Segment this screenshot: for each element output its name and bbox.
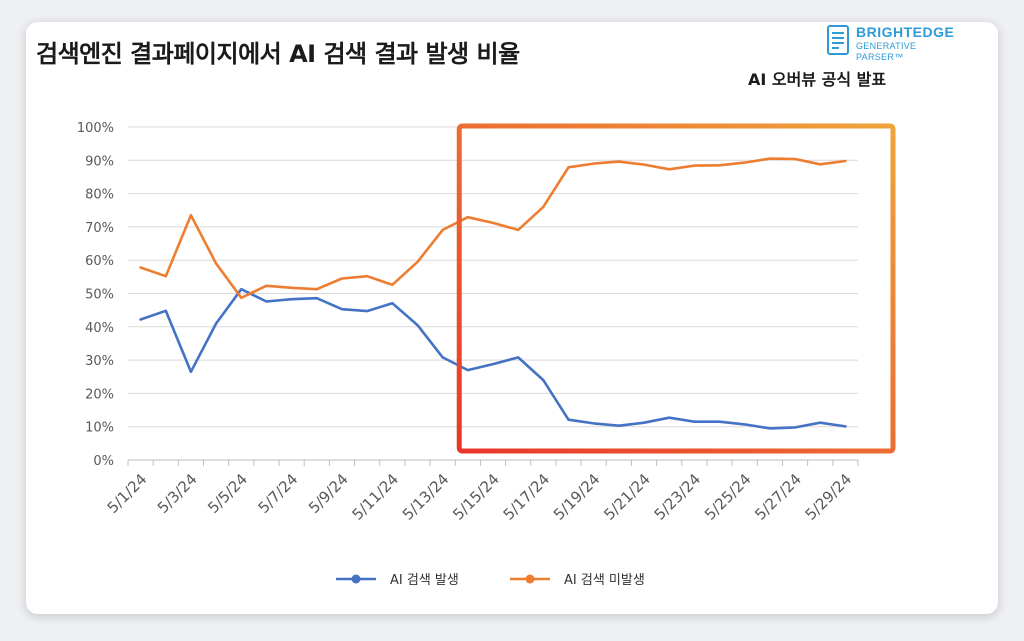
data-point bbox=[164, 310, 167, 312]
data-point bbox=[190, 214, 192, 217]
x-tick-label: 5/19/24 bbox=[550, 470, 604, 524]
y-tick-label: 30% bbox=[85, 354, 114, 369]
data-point bbox=[416, 261, 419, 263]
data-point bbox=[517, 229, 519, 231]
legend-marker-ai-search bbox=[351, 574, 361, 584]
x-tick-label: 5/15/24 bbox=[449, 470, 503, 524]
data-point bbox=[567, 166, 570, 169]
data-point bbox=[794, 158, 796, 160]
data-point bbox=[391, 302, 394, 304]
data-point bbox=[517, 356, 519, 359]
y-tick-label: 20% bbox=[85, 387, 114, 402]
data-point bbox=[290, 298, 293, 300]
data-point bbox=[341, 277, 343, 280]
brightedge-logo-icon bbox=[827, 25, 849, 55]
data-point bbox=[139, 318, 142, 321]
x-tick-label: 5/29/24 bbox=[802, 470, 856, 524]
data-point bbox=[844, 425, 847, 428]
data-point bbox=[215, 322, 217, 325]
data-point bbox=[215, 262, 217, 265]
data-point bbox=[567, 418, 570, 421]
y-tick-label: 50% bbox=[85, 288, 114, 303]
data-point bbox=[643, 421, 645, 424]
y-tick-label: 70% bbox=[85, 221, 114, 236]
x-tick-label: 5/21/24 bbox=[600, 470, 654, 524]
data-point bbox=[341, 308, 343, 310]
data-point bbox=[668, 416, 671, 419]
brand-name: BRIGHTEDGE bbox=[856, 24, 955, 40]
data-point bbox=[542, 379, 545, 381]
data-point bbox=[592, 422, 595, 425]
data-point bbox=[618, 160, 620, 163]
data-point bbox=[315, 297, 318, 299]
data-point bbox=[240, 297, 243, 299]
data-point bbox=[416, 324, 419, 326]
data-point bbox=[819, 421, 822, 424]
data-point bbox=[769, 157, 771, 160]
data-point bbox=[164, 275, 167, 277]
x-tick-label: 5/27/24 bbox=[751, 470, 805, 524]
y-tick-label: 10% bbox=[85, 421, 114, 436]
data-point bbox=[467, 369, 469, 371]
data-point bbox=[844, 160, 847, 162]
x-tick-label: 5/5/24 bbox=[204, 470, 251, 517]
data-point bbox=[618, 424, 620, 427]
highlight-box bbox=[456, 123, 896, 454]
series-line-2 bbox=[139, 157, 847, 300]
data-point bbox=[290, 287, 293, 289]
x-tick-label: 5/13/24 bbox=[399, 470, 453, 524]
x-tick-label: 5/1/24 bbox=[104, 470, 151, 517]
data-point bbox=[693, 164, 696, 167]
x-tick-label: 5/11/24 bbox=[349, 470, 403, 524]
data-point bbox=[391, 284, 394, 286]
x-tick-label: 5/17/24 bbox=[500, 470, 554, 524]
data-point bbox=[315, 288, 318, 290]
data-point bbox=[718, 420, 721, 423]
data-point bbox=[819, 163, 822, 166]
y-tick-label: 0% bbox=[93, 454, 114, 469]
legend-label-no-ai-search: AI 검색 미발생 bbox=[564, 573, 645, 588]
data-point bbox=[718, 164, 721, 167]
data-point bbox=[492, 363, 494, 365]
y-tick-label: 100% bbox=[77, 121, 114, 136]
data-point bbox=[693, 420, 696, 423]
y-tick-label: 40% bbox=[85, 321, 114, 336]
brand-subtitle: GENERATIVE PARSER™ bbox=[856, 41, 917, 62]
x-tick-label: 5/7/24 bbox=[255, 470, 302, 517]
data-point bbox=[668, 168, 671, 171]
data-point bbox=[743, 161, 746, 164]
x-tick-label: 5/3/24 bbox=[154, 470, 201, 517]
data-point bbox=[366, 310, 368, 312]
x-tick-label: 5/25/24 bbox=[701, 470, 755, 524]
data-point bbox=[139, 266, 142, 269]
data-point bbox=[592, 162, 595, 165]
data-point bbox=[441, 229, 444, 231]
x-tick-label: 5/23/24 bbox=[651, 470, 705, 524]
brightedge-logo: BRIGHTEDGE GENERATIVE PARSER™ bbox=[826, 24, 966, 62]
data-point bbox=[265, 300, 268, 303]
legend-label-ai-search: AI 검색 발생 bbox=[390, 573, 459, 588]
data-point bbox=[190, 370, 192, 373]
data-point bbox=[265, 285, 268, 287]
data-point bbox=[794, 426, 796, 429]
series-line-1 bbox=[139, 287, 847, 430]
data-point bbox=[769, 427, 771, 430]
chart-card bbox=[26, 22, 998, 614]
data-point bbox=[743, 423, 746, 426]
data-point bbox=[467, 216, 469, 219]
data-point bbox=[643, 163, 645, 166]
legend-marker-no-ai-search bbox=[525, 574, 535, 584]
data-point bbox=[366, 275, 368, 277]
data-point bbox=[240, 288, 243, 290]
data-point bbox=[542, 206, 545, 208]
y-tick-label: 80% bbox=[85, 188, 114, 203]
x-tick-label: 5/9/24 bbox=[305, 470, 352, 517]
announcement-label: AI 오버뷰 공식 발표 bbox=[748, 70, 887, 89]
y-tick-label: 90% bbox=[85, 154, 114, 169]
data-point bbox=[441, 356, 444, 359]
y-tick-label: 60% bbox=[85, 254, 114, 269]
data-point bbox=[492, 222, 494, 224]
chart-title: 검색엔진 결과페이지에서 AI 검색 결과 발생 비율 bbox=[36, 40, 520, 68]
